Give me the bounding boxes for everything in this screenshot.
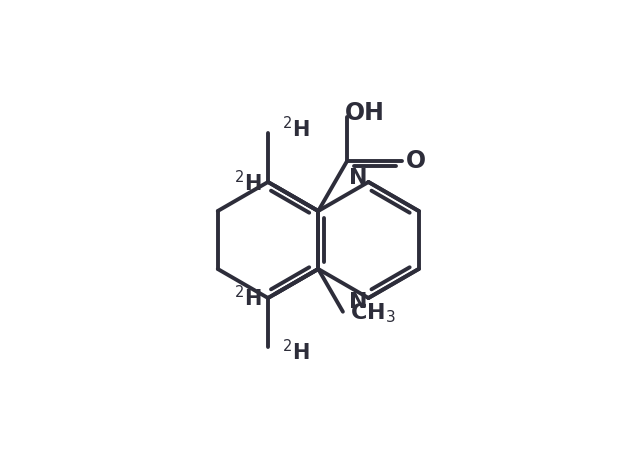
Text: N: N [349,292,368,312]
Text: $^{2}$H: $^{2}$H [282,116,310,141]
Text: OH: OH [346,101,385,125]
Text: $^{2}$H: $^{2}$H [234,285,262,310]
Text: N: N [349,168,368,188]
Text: O: O [406,149,426,173]
Text: $^{2}$H: $^{2}$H [234,170,262,195]
Text: $^{2}$H: $^{2}$H [282,339,310,364]
Text: CH$_3$: CH$_3$ [350,302,396,326]
